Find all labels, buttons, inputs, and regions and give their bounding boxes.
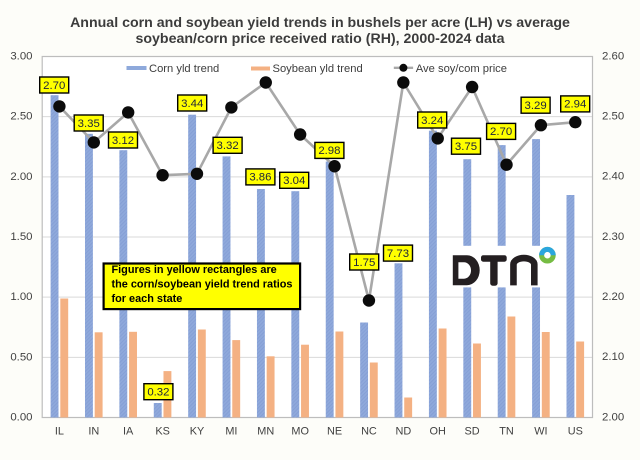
svg-text:2.94: 2.94 — [564, 99, 586, 111]
svg-text:3.24: 3.24 — [421, 115, 443, 127]
svg-text:2.50: 2.50 — [10, 111, 32, 123]
svg-text:Corn yld trend: Corn yld trend — [149, 63, 219, 75]
svg-text:1.00: 1.00 — [10, 291, 32, 303]
svg-text:ND: ND — [395, 426, 411, 438]
svg-text:7.73: 7.73 — [387, 248, 409, 260]
svg-text:1.50: 1.50 — [10, 231, 32, 243]
svg-text:IA: IA — [123, 426, 134, 438]
svg-text:3.44: 3.44 — [181, 98, 203, 110]
svg-text:3.35: 3.35 — [78, 118, 100, 130]
svg-text:MI: MI — [225, 426, 237, 438]
svg-text:2.10: 2.10 — [602, 351, 624, 363]
svg-text:Figures in yellow rectangles a: Figures in yellow rectangles are — [112, 264, 277, 276]
svg-text:3.12: 3.12 — [112, 135, 134, 147]
svg-text:2.50: 2.50 — [602, 111, 624, 123]
svg-text:0.32: 0.32 — [147, 387, 169, 399]
svg-text:2.20: 2.20 — [602, 291, 624, 303]
svg-text:Soybean yld trend: Soybean yld trend — [273, 63, 363, 75]
svg-text:3.86: 3.86 — [249, 172, 271, 184]
svg-text:3.32: 3.32 — [217, 140, 239, 152]
svg-text:2.70: 2.70 — [43, 80, 65, 92]
svg-text:IL: IL — [55, 426, 64, 438]
svg-text:MO: MO — [291, 426, 309, 438]
svg-text:Annual corn and soybean yield: Annual corn and soybean yield trends in … — [70, 15, 570, 31]
svg-text:2.00: 2.00 — [10, 171, 32, 183]
svg-text:2.00: 2.00 — [602, 411, 624, 423]
svg-text:NC: NC — [361, 426, 377, 438]
svg-text:0.00: 0.00 — [10, 412, 32, 424]
svg-text:OH: OH — [430, 426, 446, 438]
svg-text:for each state: for each state — [112, 293, 183, 305]
svg-text:TN: TN — [499, 426, 514, 438]
svg-text:3.04: 3.04 — [283, 175, 305, 187]
svg-text:soybean/corn price received ra: soybean/corn price received ratio (RH), … — [135, 31, 504, 47]
svg-text:KY: KY — [190, 426, 205, 438]
svg-text:0.50: 0.50 — [10, 351, 32, 363]
svg-text:IN: IN — [88, 426, 99, 438]
svg-text:NE: NE — [327, 426, 342, 438]
svg-text:3.75: 3.75 — [455, 141, 477, 153]
svg-text:2.70: 2.70 — [490, 126, 512, 138]
svg-text:2.30: 2.30 — [602, 231, 624, 243]
svg-text:1.75: 1.75 — [353, 257, 375, 269]
svg-text:2.60: 2.60 — [602, 50, 624, 62]
svg-text:SD: SD — [465, 426, 480, 438]
svg-text:3.00: 3.00 — [10, 51, 32, 63]
svg-text:KS: KS — [155, 426, 170, 438]
svg-text:MN: MN — [257, 426, 274, 438]
svg-text:2.98: 2.98 — [318, 145, 340, 157]
svg-text:US: US — [568, 426, 583, 438]
svg-text:3.29: 3.29 — [525, 100, 547, 112]
svg-text:the corn/soybean yield trend r: the corn/soybean yield trend ratios — [112, 279, 293, 291]
svg-text:WI: WI — [534, 426, 547, 438]
svg-text:Ave soy/com price: Ave soy/com price — [416, 63, 507, 75]
svg-text:2.40: 2.40 — [602, 171, 624, 183]
